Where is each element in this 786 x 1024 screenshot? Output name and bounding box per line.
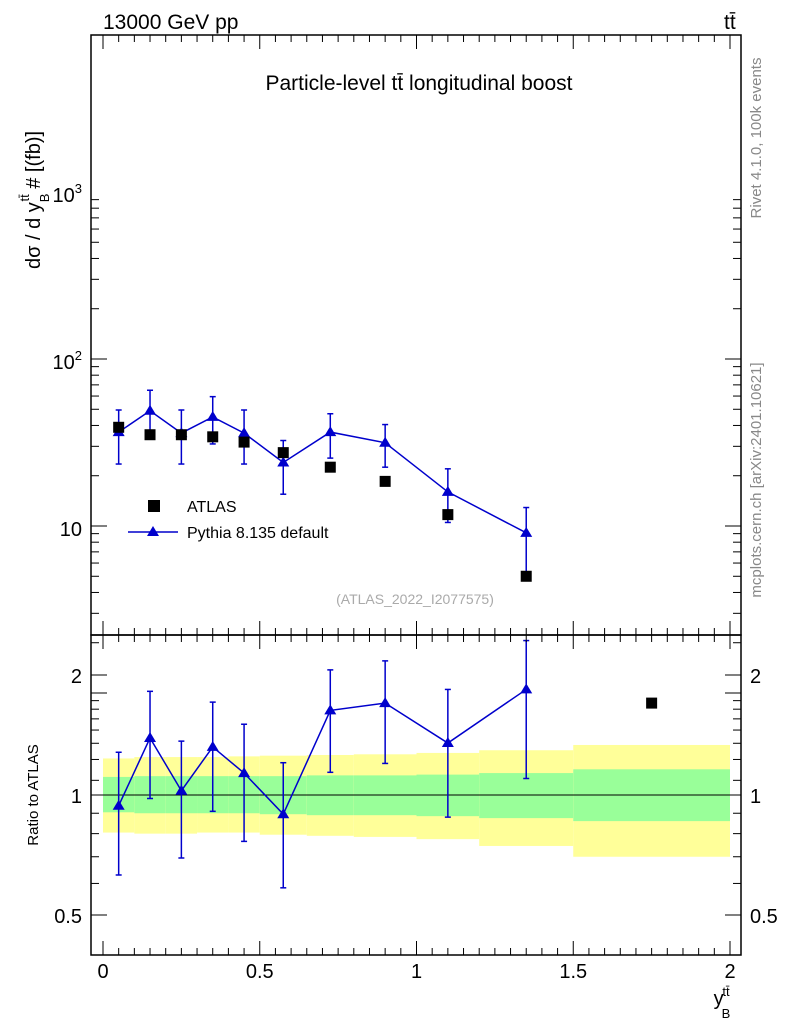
analysis-id: (ATLAS_2022_I2077575) bbox=[336, 591, 494, 607]
atlas-point bbox=[442, 509, 454, 521]
ratio-y-tick-label-0.5: 0.5 bbox=[54, 906, 82, 928]
legend-atlas-label: ATLAS bbox=[187, 499, 237, 516]
atlas-point bbox=[113, 421, 125, 433]
process-label: tt̄ bbox=[724, 11, 736, 34]
pythia-point bbox=[206, 410, 219, 421]
ratio-y-tick-label-1-right: 1 bbox=[750, 786, 761, 808]
energy-label: 13000 GeV pp bbox=[103, 11, 238, 34]
atlas-point bbox=[646, 697, 658, 709]
ratio-panel: 2 1 0.5 2 1 0.5 Ratio to ATLAS 0 0.5 1 1.5 2… bbox=[25, 634, 778, 1021]
main-y-tick-labels: 10 102 103 bbox=[53, 181, 82, 541]
atlas-point bbox=[379, 475, 391, 487]
x-tick-label: 1.5 bbox=[559, 961, 587, 983]
ratio-point bbox=[379, 697, 392, 708]
pythia-point bbox=[277, 456, 290, 467]
ratio-point bbox=[206, 740, 219, 751]
atlas-point bbox=[238, 436, 250, 448]
x-axis-label: y Btt̄ bbox=[714, 984, 731, 1021]
x-tick-label: 1 bbox=[411, 961, 422, 983]
pythia-point bbox=[144, 404, 157, 415]
ratio-point bbox=[277, 808, 290, 819]
y-tick-label-10: 10 bbox=[60, 519, 82, 541]
ratio-y-tick-label-2: 2 bbox=[71, 666, 82, 688]
main-y-axis-label: dσ / d yBtt̄ # [(fb)] bbox=[17, 131, 52, 269]
ratio-line bbox=[117, 688, 527, 816]
ratio-point bbox=[324, 704, 337, 715]
y-tick-label-1000: 103 bbox=[53, 181, 82, 207]
y-tick-label-100: 102 bbox=[53, 348, 82, 374]
atlas-point bbox=[207, 431, 219, 443]
ratio-data bbox=[112, 639, 533, 889]
ratio-y-tick-label-0.5-right: 0.5 bbox=[750, 906, 778, 928]
main-panel: 10 102 103 Particle-level tt̄ longitudin… bbox=[17, 34, 742, 781]
ratio-point bbox=[175, 784, 188, 795]
ratio-ticks bbox=[91, 635, 741, 955]
x-tick-label: 2 bbox=[724, 961, 735, 983]
legend-pythia-marker bbox=[147, 526, 159, 536]
legend-atlas-marker bbox=[148, 500, 160, 512]
legend: ATLAS Pythia 8.135 default bbox=[128, 499, 329, 542]
atlas-point bbox=[277, 447, 289, 459]
ratio-point bbox=[112, 799, 125, 810]
atlas-point bbox=[175, 429, 187, 441]
ratio-y-tick-label-1: 1 bbox=[71, 786, 82, 808]
x-tick-label: 0 bbox=[97, 961, 108, 983]
pythia-point bbox=[238, 427, 251, 438]
pythia-point bbox=[520, 526, 533, 537]
atlas-point bbox=[144, 429, 156, 441]
pythia-point bbox=[379, 436, 392, 447]
mcplots-label: mcplots.cern.ch [arXiv:2401.10621] bbox=[748, 362, 765, 597]
ratio-point bbox=[238, 767, 251, 778]
ratio-y-tick-label-2-right: 2 bbox=[750, 666, 761, 688]
main-ticks bbox=[91, 35, 741, 781]
atlas-point bbox=[324, 461, 336, 473]
pythia-point bbox=[324, 426, 337, 437]
rivet-label: Rivet 4.1.0, 100k events bbox=[748, 58, 765, 219]
ratio-point bbox=[520, 683, 533, 694]
pythia-line bbox=[118, 409, 527, 534]
pythia-point bbox=[441, 485, 454, 496]
x-tick-label: 0.5 bbox=[246, 961, 274, 983]
legend-pythia-label: Pythia 8.135 default bbox=[187, 525, 329, 542]
chart-title: Particle-level tt̄ longitudinal boost bbox=[265, 72, 572, 95]
ratio-y-axis-label: Ratio to ATLAS bbox=[25, 744, 42, 845]
ratio-point bbox=[441, 737, 454, 748]
x-tick-labels: 0 0.5 1 1.5 2 bbox=[97, 961, 735, 983]
atlas-point bbox=[520, 570, 532, 582]
uncertainty-band-inner bbox=[479, 773, 574, 819]
ratio-point bbox=[144, 731, 157, 742]
main-data bbox=[112, 389, 658, 709]
